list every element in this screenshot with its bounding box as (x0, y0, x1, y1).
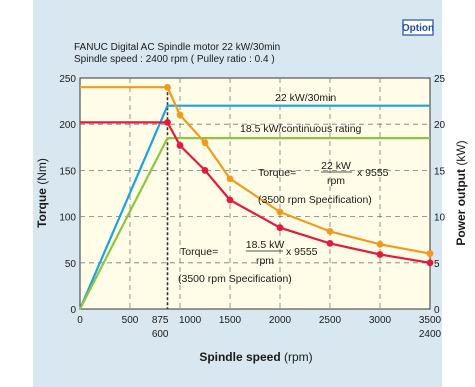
x-tick-label: 1000 (179, 315, 202, 326)
option-badge-label: Option (402, 23, 434, 34)
y-tick-right: 0 (434, 305, 440, 316)
x-tick-label: 2000 (269, 315, 292, 326)
x-axis-title: Spindle speed (rpm) (199, 350, 312, 364)
x-tick-label: 2500 (319, 315, 342, 326)
option-badge (402, 19, 434, 36)
grid (80, 78, 430, 309)
y-axis-right-ticks: 0 5 10 15 20 25 (434, 74, 446, 316)
y-axis-right-title: Power output (kW) (454, 140, 468, 245)
formula-22kw-prefix: Torque= (258, 167, 296, 179)
y-tick-left: 100 (59, 213, 76, 224)
series-point-3 (176, 142, 184, 149)
y-tick-right: 15 (434, 166, 446, 177)
series-point-3 (201, 167, 209, 174)
series-label-18-5kw: 18.5 kW/continuous rating (240, 123, 362, 135)
series-point-3 (226, 196, 234, 204)
y-tick-left: 250 (59, 74, 76, 85)
series-point-3 (426, 259, 434, 267)
formula-22kw-denominator: rpm (327, 175, 345, 187)
y-tick-left: 150 (59, 166, 76, 177)
y-axis-left-title: Torque (Nm) (35, 158, 49, 228)
formula-22kw-spec: (3500 rpm Specification) (258, 194, 372, 206)
x-tick-label: 3500 (419, 315, 442, 326)
series-point-3 (164, 118, 171, 126)
series-layer (78, 83, 434, 310)
series-point-2 (164, 83, 171, 91)
formula-18-5kw-prefix: Torque= (180, 246, 218, 258)
y-tick-right: 10 (434, 213, 446, 224)
series-line-0 (78, 104, 430, 310)
formula-18-5kw-suffix: x 9555 (286, 246, 318, 258)
y-tick-left: 50 (65, 259, 77, 270)
x-tick-label: 875 (152, 315, 169, 326)
series-point-3 (276, 224, 284, 232)
x-axis-title-main: Spindle speed (199, 350, 280, 364)
y-axis-left-title-unit: (Nm) (35, 158, 49, 188)
series-point-2 (426, 250, 434, 257)
y-tick-right: 25 (434, 74, 446, 85)
x-axis-title-unit: (rpm) (281, 350, 313, 364)
series-point-2 (276, 208, 284, 216)
formula-22kw: Torque= 22 kW rpm x 9555 (3500 rpm Speci… (258, 160, 389, 206)
formula-22kw-suffix: x 9555 (357, 167, 389, 179)
series-label-22kw: 22 kW/30min (275, 92, 336, 104)
y-axis-right-title-unit: (kW) (454, 140, 468, 169)
y-tick-left: 200 (59, 120, 76, 131)
y-axis-left-title-main: Torque (35, 188, 49, 228)
series-point-2 (226, 175, 234, 183)
series-point-2 (201, 139, 209, 147)
y-axis-right-title-main: Power output (454, 169, 468, 246)
x-tick-sublabel: 2400 (419, 329, 442, 340)
x-tick-sublabel: 600 (152, 329, 169, 340)
chart-subtitle: Spindle speed : 2400 rpm ( Pulley ratio … (74, 54, 275, 65)
series-point-3 (326, 239, 334, 247)
y-tick-left: 0 (70, 305, 76, 316)
x-tick-label: 500 (122, 315, 139, 326)
y-tick-right: 5 (434, 259, 440, 270)
y-tick-right: 20 (434, 120, 446, 131)
series-line-1 (79, 137, 430, 310)
series-point-3 (376, 251, 384, 258)
x-tick-label: 0 (77, 315, 83, 326)
series-point-2 (376, 240, 384, 248)
x-axis-ticks: 0 500 875 600 1000 1500 2000 2500 3000 3500 2400 (77, 315, 441, 340)
formula-22kw-numerator: 22 kW (321, 160, 351, 172)
series-point-2 (326, 227, 334, 235)
formula-18-5kw-spec: (3500 rpm Specification) (178, 273, 292, 285)
chart-title: FANUC Digital AC Spindle motor 22 kW/30m… (74, 42, 280, 53)
formula-18-5kw-numerator: 18.5 kW (246, 239, 285, 251)
y-axis-left-ticks: 0 50 100 150 200 250 (59, 74, 76, 316)
x-tick-label: 1500 (219, 315, 242, 326)
formula-18-5kw: Torque= 18.5 kW rpm x 9555 (3500 rpm Spe… (178, 239, 318, 285)
series-point-2 (176, 111, 184, 119)
formula-18-5kw-denominator: rpm (256, 255, 274, 267)
x-tick-label: 3000 (369, 315, 392, 326)
